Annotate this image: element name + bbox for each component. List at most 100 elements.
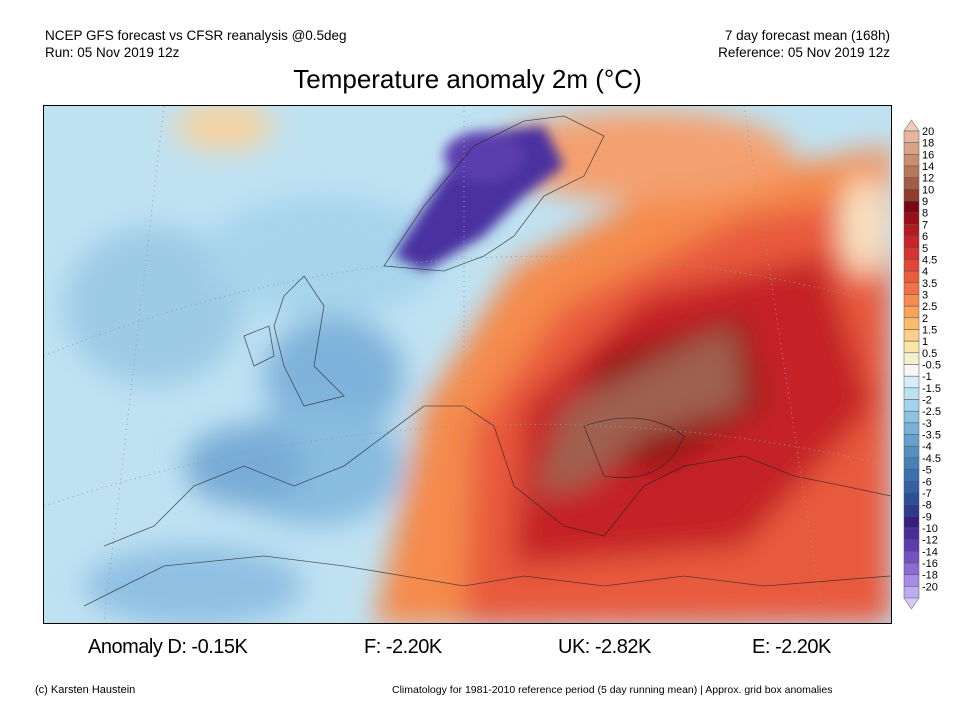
colorbar-band — [903, 492, 920, 505]
colorbar-tick-label: -12 — [922, 535, 938, 547]
colorbar-tick-label: 1 — [922, 336, 928, 348]
anomaly-germany: Anomaly D: -0.15K — [88, 636, 248, 658]
anomaly-spain: E: -2.20K — [752, 636, 831, 658]
colorbar-tick-label: -14 — [922, 546, 938, 558]
colorbar-tick-label: -1.5 — [922, 383, 941, 395]
colorbar-tick-label: 4 — [922, 266, 928, 278]
colorbar-tick-label: 7 — [922, 219, 928, 231]
colorbar-band — [903, 551, 920, 564]
colorbar-band — [903, 434, 920, 447]
colorbar-band — [903, 212, 920, 225]
colorbar-band — [903, 200, 920, 213]
run-time: Run: 05 Nov 2019 12z — [45, 45, 180, 60]
colorbar-band — [903, 364, 920, 377]
colorbar-band — [903, 574, 920, 587]
colorbar-tick-label: 3.5 — [922, 278, 937, 290]
colorbar-tick-label: -2 — [922, 395, 932, 407]
colorbar-band — [903, 399, 920, 412]
colorbar-band — [903, 516, 920, 529]
colorbar-tick-label: 14 — [922, 161, 934, 173]
anomaly-uk: UK: -2.82K — [558, 636, 651, 658]
anomaly-map — [43, 105, 892, 624]
model-description: NCEP GFS forecast vs CFSR reanalysis @0.… — [45, 28, 347, 43]
colorbar-band — [903, 527, 920, 540]
colorbar-band — [903, 235, 920, 248]
credit: (c) Karsten Haustein — [35, 684, 136, 696]
colorbar-band — [903, 154, 920, 167]
colorbar-tick-label: 1.5 — [922, 324, 937, 336]
colorbar-band — [903, 165, 920, 178]
colorbar-tick-label: -10 — [922, 523, 938, 535]
colorbar-band — [903, 457, 920, 470]
colorbar-tick-label: -4.5 — [922, 453, 941, 465]
colorbar-tick-label: -18 — [922, 570, 938, 582]
colorbar-band — [903, 469, 920, 482]
colorbar-band — [903, 445, 920, 459]
graticule — [44, 106, 891, 623]
colorbar-band — [903, 504, 920, 517]
anomaly-field — [64, 106, 891, 623]
anomaly-france: F: -2.20K — [364, 636, 442, 658]
colorbar-tick-label: 4.5 — [922, 254, 937, 266]
colorbar-band — [903, 259, 920, 272]
colorbar-tick-label: 3 — [922, 289, 928, 301]
map-title: Temperature anomaly 2m (°C) — [293, 64, 642, 94]
colorbar-band — [903, 329, 920, 342]
colorbar-tick-label: -20 — [922, 581, 938, 593]
colorbar-band — [903, 352, 920, 365]
colorbar-tick-label: -0.5 — [922, 360, 941, 372]
colorbar-tick-label: -2.5 — [922, 406, 941, 418]
colorbar-tick-label: -3 — [922, 418, 932, 430]
colorbar-band — [903, 562, 920, 575]
colorbar-tick-label: 2 — [922, 313, 928, 325]
colorbar-tick-label: 9 — [922, 196, 928, 208]
colorbar-band — [903, 282, 920, 295]
colorbar-tick-label: 12 — [922, 173, 934, 185]
colorbar-band — [903, 317, 920, 330]
colorbar-tick-label: -4 — [922, 441, 932, 453]
colorbar-band — [903, 375, 920, 389]
colorbar-tick-label: 10 — [922, 184, 934, 196]
colorbar-band — [903, 294, 920, 307]
colorbar-tick-label: 8 — [922, 208, 928, 220]
colorbar-band — [903, 340, 920, 354]
colorbar-tick-label: 20 — [922, 126, 934, 138]
colorbar-band — [903, 270, 920, 284]
colorbar-band — [903, 422, 920, 435]
colorbar-band — [903, 410, 920, 424]
colorbar-tick-label: -6 — [922, 476, 932, 488]
colorbar-band — [903, 130, 920, 143]
map-canvas — [44, 106, 891, 623]
colorbar-band — [903, 224, 920, 237]
colorbar-band — [903, 177, 920, 190]
colorbar-band — [903, 539, 920, 552]
climatology-note: Climatology for 1981-2010 reference peri… — [392, 684, 833, 696]
colorbar-tick-label: 2.5 — [922, 301, 937, 313]
colorbar-band — [903, 481, 920, 494]
colorbar-tick-label: -3.5 — [922, 430, 941, 442]
colorbar-tick-label: -5 — [922, 465, 932, 477]
colorbar-tick-label: -16 — [922, 558, 938, 570]
colorbar-band — [903, 247, 920, 260]
colorbar-tick-label: 16 — [922, 149, 934, 161]
colorbar-tick-label: -9 — [922, 511, 932, 523]
colorbar-tick-label: 5 — [922, 243, 928, 255]
colorbar-tick-label: -8 — [922, 500, 932, 512]
colorbar-band — [903, 305, 920, 319]
colorbar-top-triangle — [903, 119, 920, 132]
colorbar-tick-label: 6 — [922, 231, 928, 243]
reference-time: Reference: 05 Nov 2019 12z — [718, 45, 890, 60]
colorbar-band — [903, 142, 920, 155]
colorbar-tick-label: -1 — [922, 371, 932, 383]
forecast-period: 7 day forecast mean (168h) — [724, 28, 890, 43]
colorbar-band — [903, 387, 920, 400]
colorbar: 20 18 16 14 12 10 9 8 7 6 5 4.5 4 3.5 3 2.5 2 1.5 1 0.5 -0.5… — [900, 118, 960, 613]
colorbar-tick-label: -7 — [922, 488, 932, 500]
colorbar-bottom-triangle — [903, 597, 920, 610]
run-info: NCEP GFS forecast vs CFSR reanalysis @0.… — [45, 27, 347, 61]
colorbar-graphic: 201816141210987654.543.532.521.510.5-0.5… — [903, 119, 941, 610]
forecast-info: 7 day forecast mean (168h) Reference: 05… — [718, 27, 890, 61]
colorbar-band — [903, 586, 920, 599]
colorbar-band — [903, 189, 920, 202]
colorbar-tick-label: 18 — [922, 138, 934, 150]
